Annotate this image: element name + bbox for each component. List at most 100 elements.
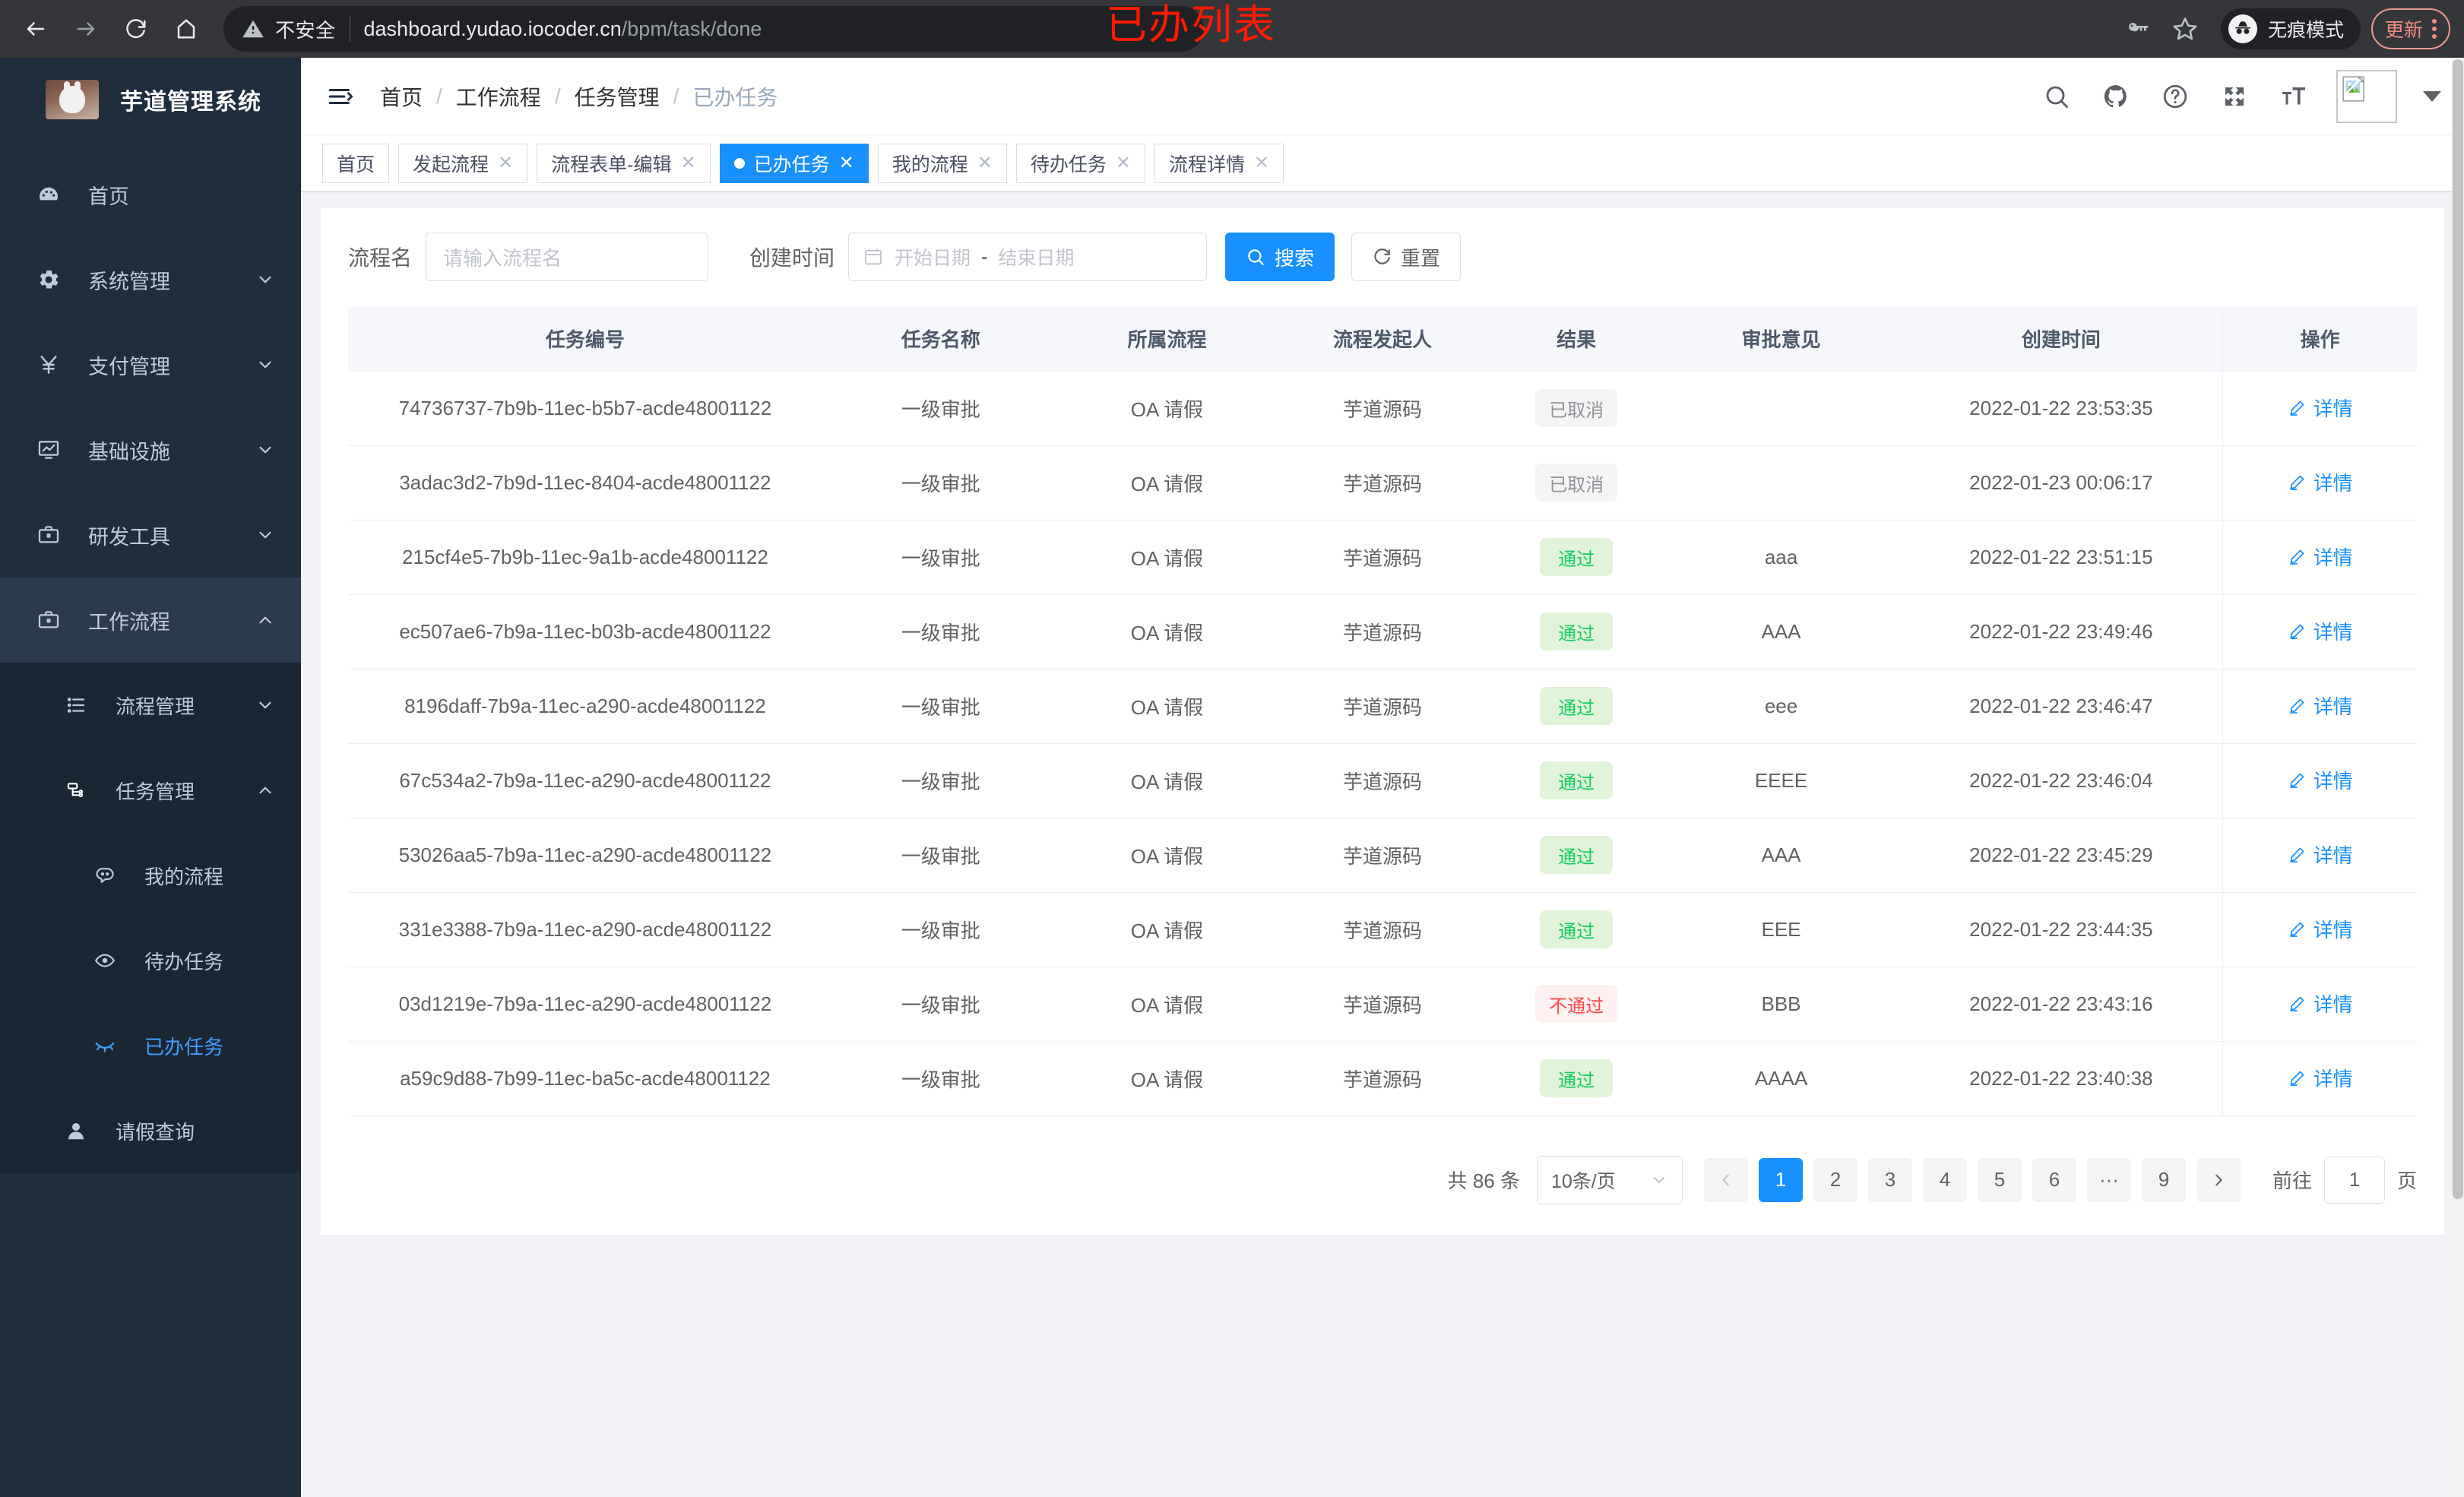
pagination-page-2[interactable]: 2 (1813, 1157, 1858, 1202)
cell-opinion: eee (1662, 669, 1900, 744)
page-scrollbar[interactable] (2452, 58, 2464, 1497)
kebab-menu-icon[interactable] (2432, 19, 2437, 39)
reset-button[interactable]: 重置 (1351, 233, 1462, 281)
sidebar-item-done-tasks[interactable]: 已办任务 (0, 1003, 301, 1088)
tab-process-form-edit[interactable]: 流程表单-编辑 ✕ (537, 143, 711, 183)
home-icon[interactable] (163, 5, 210, 52)
cell-opinion: AAA (1662, 594, 1900, 669)
sidebar-item-task-management[interactable]: 任务管理 (0, 748, 301, 833)
pagination-page-6[interactable]: 6 (2032, 1157, 2076, 1202)
brand-logo-icon (46, 80, 99, 119)
user-icon (55, 1119, 97, 1142)
detail-button[interactable]: 详情 (2288, 468, 2353, 496)
tab-done-tasks[interactable]: 已办任务 ✕ (719, 143, 869, 183)
tab-process-detail[interactable]: 流程详情 ✕ (1154, 143, 1284, 183)
update-button[interactable]: 更新 (2371, 8, 2450, 49)
reset-button-label: 重置 (1401, 246, 1441, 270)
caret-down-icon[interactable] (2423, 90, 2441, 102)
cell-result: 通过 (1490, 743, 1663, 818)
sidebar-item-todo-tasks[interactable]: 待办任务 (0, 918, 301, 1003)
tab-start-process[interactable]: 发起流程 ✕ (398, 143, 528, 183)
help-circle-icon[interactable] (2158, 80, 2192, 113)
main-area: 首页 / 工作流程 / 任务管理 / 已办任务 (301, 58, 2464, 1497)
breadcrumb-item-0[interactable]: 首页 (380, 85, 423, 109)
sidebar-item-workflow[interactable]: 工作流程 (0, 578, 301, 663)
detail-button[interactable]: 详情 (2288, 394, 2353, 422)
create-time-daterange-input[interactable]: 开始日期 - 结束日期 (848, 233, 1208, 281)
process-name-input[interactable]: 请输入流程名 (426, 233, 709, 281)
search-button[interactable]: 搜索 (1225, 233, 1335, 281)
pagination-prev-button[interactable] (1703, 1157, 1748, 1202)
back-arrow-icon[interactable] (12, 5, 59, 52)
pagination-next-button[interactable] (2196, 1157, 2241, 1202)
tab-my-process[interactable]: 我的流程 ✕ (877, 143, 1007, 183)
close-icon[interactable]: ✕ (1253, 152, 1270, 173)
close-icon[interactable]: ✕ (1115, 152, 1131, 173)
sidebar-item-system-management[interactable]: 系统管理 (0, 237, 301, 322)
detail-button[interactable]: 详情 (2288, 840, 2353, 869)
sidebar-item-label: 我的流程 (144, 865, 224, 888)
pagination-page-4[interactable]: 4 (1922, 1157, 1967, 1202)
page-size-select[interactable]: 10条/页 (1536, 1155, 1683, 1204)
pagination-ellipsis[interactable]: ··· (2086, 1157, 2131, 1202)
key-icon[interactable] (2116, 7, 2160, 51)
detail-button[interactable]: 详情 (2288, 989, 2353, 1018)
detail-button[interactable]: 详情 (2288, 766, 2353, 794)
sidebar-item-leave-query[interactable]: 请假查询 (0, 1088, 301, 1173)
reload-icon[interactable] (112, 5, 160, 52)
sidebar-item-payment-management[interactable]: 支付管理 (0, 322, 301, 407)
detail-label: 详情 (2313, 770, 2353, 793)
close-icon[interactable]: ✕ (977, 152, 993, 173)
scrollbar-thumb[interactable] (2453, 59, 2463, 1199)
node-tree-icon (55, 779, 97, 802)
font-size-icon[interactable] (2277, 80, 2310, 113)
sidebar-item-process-management[interactable]: 流程管理 (0, 663, 301, 748)
cell-process: OA 请假 (1059, 371, 1275, 446)
incognito-indicator[interactable]: 无痕模式 (2220, 8, 2361, 49)
pagination-page-1[interactable]: 1 (1758, 1157, 1803, 1202)
breadcrumb-item-2[interactable]: 任务管理 (574, 85, 660, 109)
avatar[interactable] (2336, 69, 2397, 123)
detail-button[interactable]: 详情 (2288, 915, 2353, 943)
sidebar-item-infrastructure[interactable]: 基础设施 (0, 407, 301, 492)
detail-button[interactable]: 详情 (2288, 617, 2353, 645)
pagination-page-9[interactable]: 9 (2141, 1157, 2186, 1202)
pagination-jump-input[interactable]: 1 (2323, 1156, 2385, 1204)
cell-result: 已取消 (1490, 445, 1663, 521)
sidebar-item-my-process[interactable]: 我的流程 (0, 833, 301, 918)
sidebar-item-dev-tools[interactable]: 研发工具 (0, 492, 301, 578)
breadcrumb-separator: / (673, 84, 679, 108)
sidebar-submenu-workflow: 流程管理 任务管理 我的流程 (0, 663, 301, 1173)
breadcrumb-item-1[interactable]: 工作流程 (455, 85, 541, 109)
close-icon[interactable]: ✕ (680, 152, 696, 173)
chat-icon (84, 864, 126, 887)
detail-button[interactable]: 详情 (2288, 1064, 2353, 1092)
close-icon[interactable]: ✕ (498, 152, 514, 173)
detail-button[interactable]: 详情 (2288, 543, 2353, 571)
cell-process: OA 请假 (1059, 818, 1275, 893)
edit-pencil-icon (2288, 1069, 2306, 1087)
fullscreen-icon[interactable] (2218, 80, 2251, 113)
address-bar[interactable]: 不安全 dashboard.yudao.iocoder.cn/bpm/task/… (223, 6, 1204, 52)
tab-home[interactable]: 首页 (322, 143, 390, 183)
pagination-page-5[interactable]: 5 (1977, 1157, 2022, 1202)
briefcase-icon (27, 523, 70, 547)
search-icon[interactable] (2040, 80, 2073, 113)
sidebar-item-home[interactable]: 首页 (0, 152, 301, 237)
hamburger-icon[interactable] (319, 76, 360, 117)
detail-button[interactable]: 详情 (2288, 692, 2353, 720)
cell-task-name: 一级审批 (822, 371, 1059, 446)
forward-arrow-icon[interactable] (62, 5, 109, 52)
brand[interactable]: 芋道管理系统 (0, 58, 301, 141)
tab-todo-tasks[interactable]: 待办任务 ✕ (1015, 143, 1145, 183)
cell-operation: 详情 (2222, 1041, 2417, 1116)
pagination-page-3[interactable]: 3 (1867, 1157, 1912, 1202)
close-icon[interactable]: ✕ (838, 152, 854, 173)
cell-create-time: 2022-01-22 23:53:35 (1899, 371, 2223, 446)
edit-pencil-icon (2288, 473, 2306, 492)
detail-label: 详情 (2313, 546, 2353, 570)
github-icon[interactable] (2099, 80, 2133, 113)
table-row: 67c534a2-7b9a-11ec-a290-acde48001122 一级审批… (348, 743, 2417, 818)
star-icon[interactable] (2163, 7, 2207, 51)
cell-task-name: 一级审批 (822, 669, 1059, 744)
